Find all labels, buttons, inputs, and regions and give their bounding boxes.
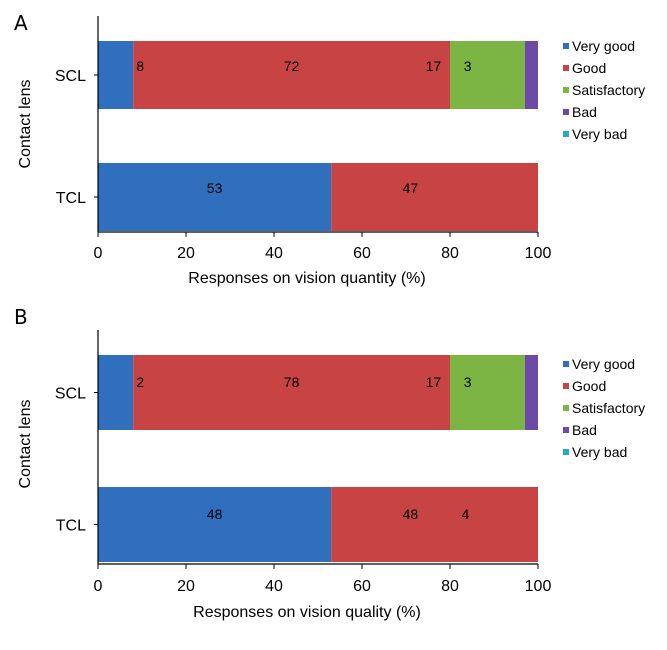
bar-scl-good bbox=[133, 41, 450, 109]
x-tick-label: 0 bbox=[94, 245, 103, 262]
x-tick-label: 60 bbox=[353, 245, 371, 262]
panel-letter: B bbox=[14, 305, 28, 329]
chart-panel-a: A 8 72 17 3 53 47 SCL TCL 0 20 40 60 80 100 Responses o… bbox=[14, 11, 645, 287]
bar-scl-bad bbox=[524, 355, 538, 430]
bar-scl-very-good bbox=[98, 355, 134, 430]
x-tick-label: 40 bbox=[265, 578, 283, 595]
legend: Very good Good Satisfactory Bad Very bad bbox=[563, 38, 645, 142]
legend-swatch-good bbox=[563, 383, 569, 389]
x-tick-label: 40 bbox=[265, 245, 283, 262]
data-label: 8 bbox=[136, 58, 144, 74]
data-label: 4 bbox=[462, 506, 470, 522]
bar-tcl-very-good bbox=[98, 163, 332, 231]
legend-label-bad: Bad bbox=[572, 104, 597, 120]
legend-swatch-very-bad bbox=[563, 449, 569, 455]
category-label-tcl: TCL bbox=[56, 190, 86, 207]
bar-scl-bad bbox=[524, 41, 538, 109]
legend-swatch-very-good bbox=[563, 361, 569, 367]
bar-tcl-good bbox=[331, 163, 538, 231]
bar-scl-good bbox=[133, 355, 450, 430]
data-label: 2 bbox=[136, 374, 144, 390]
legend-label-very-good: Very good bbox=[572, 356, 635, 372]
data-label: 17 bbox=[426, 374, 442, 390]
legend-label-good: Good bbox=[572, 378, 606, 394]
legend-label-good: Good bbox=[572, 60, 606, 76]
x-tick-label: 20 bbox=[177, 578, 195, 595]
x-tick-label: 100 bbox=[525, 245, 552, 262]
bar-tcl-very-good bbox=[98, 487, 332, 562]
y-axis-title: Contact lens bbox=[17, 400, 34, 489]
legend: Very good Good Satisfactory Bad Very bad bbox=[563, 356, 645, 460]
legend-label-very-good: Very good bbox=[572, 38, 635, 54]
category-label-tcl: TCL bbox=[56, 518, 86, 535]
x-tick-label: 20 bbox=[177, 245, 195, 262]
data-label: 48 bbox=[207, 506, 223, 522]
legend-label-bad: Bad bbox=[572, 422, 597, 438]
data-label: 72 bbox=[284, 58, 300, 74]
x-tick-label: 0 bbox=[94, 578, 103, 595]
legend-label-satisfactory: Satisfactory bbox=[572, 82, 645, 98]
legend-swatch-satisfactory bbox=[563, 405, 569, 411]
x-axis-title: Responses on vision quality (%) bbox=[193, 604, 421, 621]
legend-swatch-bad bbox=[563, 427, 569, 433]
data-label: 3 bbox=[464, 374, 472, 390]
legend-swatch-very-good bbox=[563, 43, 569, 49]
legend-label-very-bad: Very bad bbox=[572, 444, 627, 460]
legend-swatch-satisfactory bbox=[563, 87, 569, 93]
legend-swatch-good bbox=[563, 65, 569, 71]
x-tick-label: 60 bbox=[353, 578, 371, 595]
category-label-scl: SCL bbox=[55, 386, 86, 403]
data-label: 17 bbox=[426, 58, 442, 74]
legend-label-very-bad: Very bad bbox=[572, 126, 627, 142]
legend-swatch-bad bbox=[563, 109, 569, 115]
bar-scl-satisfactory bbox=[450, 355, 525, 430]
data-label: 3 bbox=[464, 58, 472, 74]
data-label: 53 bbox=[207, 180, 223, 196]
x-tick-label: 80 bbox=[441, 578, 459, 595]
data-label: 48 bbox=[403, 506, 419, 522]
data-label: 78 bbox=[284, 374, 300, 390]
bar-scl-satisfactory bbox=[450, 41, 525, 109]
x-tick-label: 100 bbox=[525, 578, 552, 595]
bar-scl-very-good bbox=[98, 41, 134, 109]
legend-label-satisfactory: Satisfactory bbox=[572, 400, 645, 416]
x-axis-title: Responses on vision quantity (%) bbox=[188, 270, 425, 287]
x-tick-label: 80 bbox=[441, 245, 459, 262]
data-label: 47 bbox=[403, 180, 419, 196]
y-axis-title: Contact lens bbox=[17, 80, 34, 169]
legend-swatch-very-bad bbox=[563, 131, 569, 137]
chart-panel-b: B 2 78 17 3 48 48 4 SCL TCL 0 20 40 60 80 100 Responses … bbox=[14, 305, 645, 621]
bar-tcl-good bbox=[331, 487, 538, 562]
panel-letter: A bbox=[14, 11, 28, 35]
category-label-scl: SCL bbox=[55, 68, 86, 85]
